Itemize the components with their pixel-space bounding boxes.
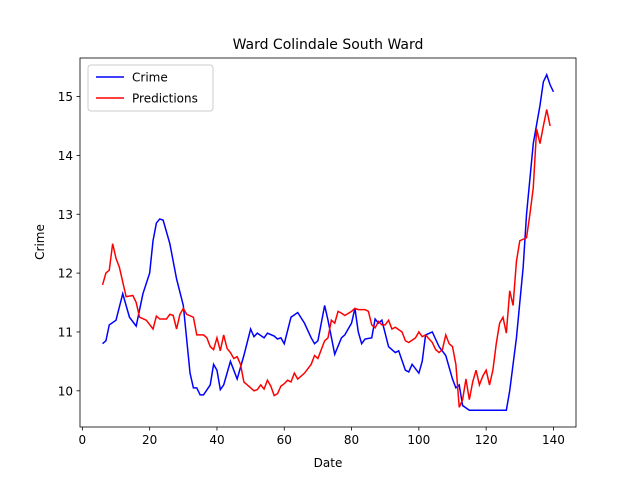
legend-label: Crime bbox=[132, 71, 168, 85]
y-axis-label: Crime bbox=[33, 224, 47, 260]
x-tick-label: 0 bbox=[79, 433, 87, 447]
legend: Crime Predictions bbox=[87, 64, 214, 112]
x-tick-label: 120 bbox=[475, 433, 498, 447]
y-tick-label: 15 bbox=[58, 90, 73, 104]
y-tick-label: 12 bbox=[58, 267, 73, 281]
x-tick-label: 140 bbox=[542, 433, 565, 447]
data-line bbox=[101, 109, 551, 408]
y-tick-label: 14 bbox=[58, 149, 73, 163]
x-tick-label: 100 bbox=[407, 433, 430, 447]
axes-frame bbox=[79, 57, 577, 428]
legend-label: Predictions bbox=[132, 92, 198, 106]
x-axis-label: Date bbox=[314, 456, 343, 470]
x-tick-label: 20 bbox=[142, 433, 157, 447]
x-tick-label: 40 bbox=[209, 433, 224, 447]
x-tick-label: 80 bbox=[344, 433, 359, 447]
data-line bbox=[102, 72, 555, 411]
y-tick-label: 11 bbox=[58, 325, 73, 339]
x-tick-label: 60 bbox=[277, 433, 292, 447]
y-tick-label: 13 bbox=[58, 208, 73, 222]
y-tick-label: 10 bbox=[58, 384, 73, 398]
chart-title: Ward Colindale South Ward bbox=[233, 37, 424, 53]
